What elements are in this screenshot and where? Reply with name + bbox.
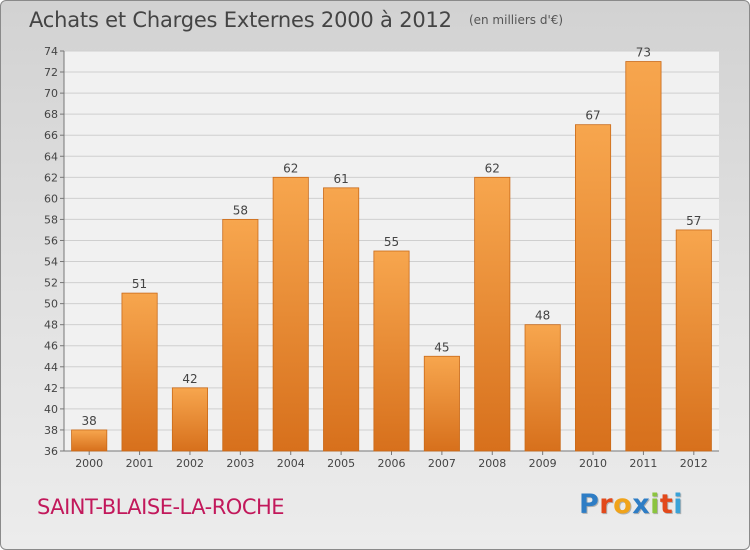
bar-2011 xyxy=(625,61,662,452)
x-tick-label: 2006 xyxy=(378,457,406,470)
bar-2005 xyxy=(323,187,360,452)
y-tick-label: 58 xyxy=(44,213,58,226)
bar-2000 xyxy=(71,429,108,452)
x-tick-label: 2012 xyxy=(680,457,708,470)
bar-value-label: 57 xyxy=(686,214,701,228)
y-tick-label: 60 xyxy=(44,192,58,205)
x-tick-label: 2004 xyxy=(277,457,305,470)
y-tick-label: 62 xyxy=(44,171,58,184)
chart-title: Achats et Charges Externes 2000 à 2012 (… xyxy=(29,8,563,32)
x-tick-label: 2009 xyxy=(529,457,557,470)
x-tick-label: 2005 xyxy=(327,457,355,470)
y-tick-label: 64 xyxy=(44,150,58,163)
bar-2003 xyxy=(222,219,259,452)
x-tick-label: 2000 xyxy=(75,457,103,470)
x-tick-label: 2008 xyxy=(478,457,506,470)
logo-letter: t xyxy=(659,489,674,520)
x-tick-label: 2010 xyxy=(579,457,607,470)
bar-value-label: 67 xyxy=(585,109,600,123)
y-tick-label: 46 xyxy=(44,340,58,353)
bar-value-label: 51 xyxy=(132,277,147,291)
bar-value-label: 62 xyxy=(283,161,298,175)
y-tick-label: 38 xyxy=(44,424,58,437)
labels: 36 38 40 42 44 46 48 50 52 54 56 58 60 62 64 66 68 70 72 74… xyxy=(44,45,708,470)
logo-letter: i xyxy=(673,489,684,520)
bar-value-label: 58 xyxy=(233,203,248,217)
y-tick-label: 40 xyxy=(44,403,58,416)
logo-letter: P xyxy=(579,489,600,520)
y-tick-label: 74 xyxy=(44,45,58,58)
bar-value-label: 62 xyxy=(485,161,500,175)
chart-title-text: Achats et Charges Externes 2000 à 2012 xyxy=(29,8,452,32)
x-tick-label: 2002 xyxy=(176,457,204,470)
bar-2002 xyxy=(171,387,208,452)
x-tick-label: 2001 xyxy=(126,457,154,470)
bar-2001 xyxy=(121,292,158,452)
bar-value-label: 42 xyxy=(182,372,197,386)
x-tick-label: 2003 xyxy=(226,457,254,470)
bar-value-label: 55 xyxy=(384,235,399,249)
y-tick-label: 52 xyxy=(44,277,58,290)
bar-value-label: 38 xyxy=(82,414,97,428)
bar-value-label: 73 xyxy=(636,46,651,60)
y-tick-label: 50 xyxy=(44,298,58,311)
logo-letter: x xyxy=(632,489,651,520)
bars xyxy=(71,61,712,452)
logo-letter: r xyxy=(599,489,614,520)
logo-letter: o xyxy=(613,489,633,520)
logo-letter: i xyxy=(650,489,660,520)
bar-2012 xyxy=(675,229,712,452)
y-tick-label: 72 xyxy=(44,66,58,79)
proxiti-logo[interactable]: Proxiti xyxy=(579,489,683,520)
bar-value-label: 48 xyxy=(535,309,550,323)
x-tick-label: 2011 xyxy=(629,457,657,470)
y-tick-label: 54 xyxy=(44,256,58,269)
bar-2007 xyxy=(423,355,460,452)
bar-2008 xyxy=(474,176,511,452)
x-tick-label: 2007 xyxy=(428,457,456,470)
place-name: SAINT-BLAISE-LA-ROCHE xyxy=(37,495,285,519)
y-tick-label: 66 xyxy=(44,129,58,142)
y-tick-label: 42 xyxy=(44,382,58,395)
y-tick-label: 36 xyxy=(44,445,58,458)
y-tick-label: 70 xyxy=(44,87,58,100)
y-tick-label: 44 xyxy=(44,361,58,374)
bar-value-label: 61 xyxy=(333,172,348,186)
bar-2009 xyxy=(524,324,561,452)
bar-2004 xyxy=(272,176,309,452)
y-tick-label: 68 xyxy=(44,108,58,121)
bar-value-label: 45 xyxy=(434,340,449,354)
bar-2010 xyxy=(575,124,612,452)
bar-2006 xyxy=(373,250,410,452)
y-tick-label: 56 xyxy=(44,234,58,247)
chart-subtitle: (en milliers d'€) xyxy=(468,13,564,27)
y-tick-label: 48 xyxy=(44,319,58,332)
